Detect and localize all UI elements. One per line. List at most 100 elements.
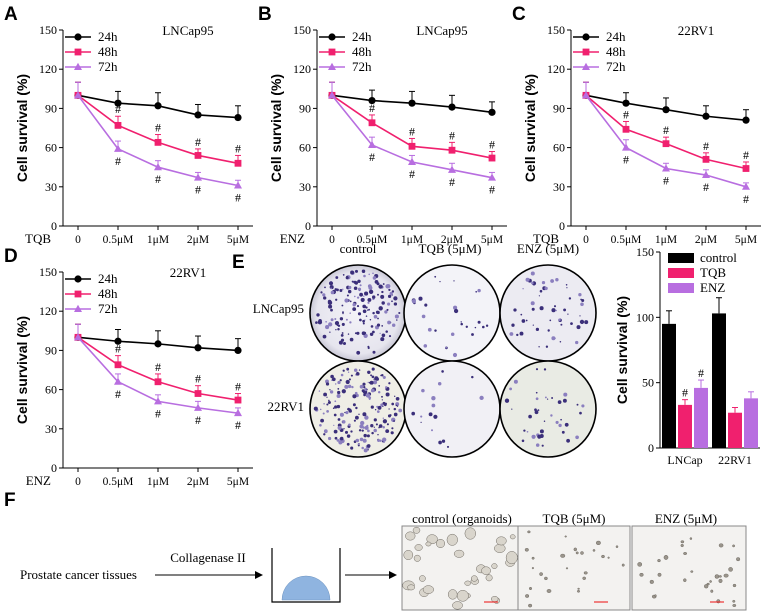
y-tick-label: 150 [636, 245, 654, 259]
x-tick-label: 0.5μM [357, 234, 388, 246]
x-tick-label: 0 [75, 476, 81, 488]
significance-mark: # [369, 101, 375, 115]
bar-ENZ [744, 398, 758, 448]
data-point-72h [234, 408, 242, 417]
x-tick-label: 1μM [401, 234, 423, 246]
data-point-48h [194, 152, 202, 159]
data-point-24h [702, 112, 710, 120]
data-point-72h [194, 173, 202, 181]
micrograph [631, 525, 747, 611]
significance-mark: # [235, 418, 241, 432]
image-label-control-organoids: control (organoids) [412, 511, 512, 526]
data-point-24h [662, 106, 670, 114]
x-tick-label: 5μM [735, 234, 757, 246]
significance-mark: # [623, 107, 629, 121]
legend-label-ENZ: ENZ [700, 280, 725, 295]
significance-mark: # [698, 366, 704, 380]
series-72h: # # # # [74, 323, 242, 432]
y-axis-label: Cell survival (%) [268, 74, 284, 182]
significance-mark: # [195, 372, 201, 386]
x-tick-label: 1μM [147, 476, 169, 488]
y-tick-label: 60 [45, 383, 57, 397]
legend-label: 72h [98, 301, 118, 316]
series-24h [582, 81, 750, 124]
chart-title: 22RV1 [678, 23, 715, 38]
data-point-48h [662, 140, 670, 148]
bar-ENZ [694, 387, 708, 448]
series-72h: # # # # [582, 81, 750, 206]
data-point-24h [622, 99, 630, 107]
colony-dishes-panel: E control TQB (5μM) ENZ (5μM) LNCap95 22… [232, 241, 597, 458]
y-tick-label: 100 [636, 310, 654, 324]
significance-mark: # [155, 360, 161, 374]
data-point-72h [154, 163, 162, 171]
series-48h: # # # # [582, 81, 750, 172]
significance-mark: # [155, 172, 161, 186]
data-point-48h [408, 142, 416, 150]
bar-TQB [728, 412, 742, 448]
treatment-label: TQB [533, 231, 559, 246]
data-point-72h [582, 91, 590, 99]
x-tick-label: 0 [329, 234, 335, 246]
y-tick-label: 0 [305, 219, 311, 233]
significance-mark: # [703, 139, 709, 153]
data-point-24h [488, 108, 496, 116]
data-point-24h [154, 102, 162, 110]
colony-dots [509, 271, 589, 348]
legend-marker [582, 62, 590, 70]
colony-dish [499, 360, 597, 458]
column-label-tqb: TQB (5μM) [419, 241, 482, 256]
data-point-48h [234, 396, 242, 404]
y-axis-label: Cell survival (%) [14, 74, 30, 182]
data-point-48h [114, 121, 122, 129]
y-tick-label: 120 [39, 62, 57, 76]
colony-dots [313, 367, 403, 453]
y-tick-label: 120 [293, 62, 311, 76]
data-point-48h [368, 119, 376, 127]
legend-label: 24h [352, 29, 372, 44]
data-point-72h [114, 144, 122, 152]
significance-mark: # [115, 342, 121, 356]
chart-title: LNCap95 [162, 23, 213, 38]
legend-label: 72h [606, 59, 626, 74]
y-tick-label: 90 [299, 101, 311, 115]
data-point-48h [448, 146, 456, 154]
x-tick-label: 2μM [187, 234, 209, 246]
significance-mark: # [195, 413, 201, 427]
data-point-72h [662, 164, 670, 172]
y-tick-label: 120 [39, 304, 57, 318]
colony-dish [499, 264, 597, 362]
significance-mark: # [623, 153, 629, 167]
data-point-24h [234, 113, 242, 122]
data-point-24h [194, 344, 202, 352]
legend-marker [74, 290, 82, 298]
y-tick-label: 150 [547, 23, 565, 37]
y-tick-label: 30 [553, 180, 565, 194]
colony-dish [403, 360, 501, 458]
digestion-step-label: Collagenase II [170, 550, 245, 565]
organoid-dome [281, 575, 331, 601]
y-tick-label: 30 [299, 180, 311, 194]
data-point-72h [702, 170, 710, 179]
line-chart-c: C 0 30 60 90 120 150 Cell survival (%) 0 0.5μM 1μM… [512, 4, 761, 246]
data-point-48h [154, 138, 162, 146]
line-chart-b: B 0 30 60 90 120 150 Cell survival (%) 0 0.5μM 1μM… [258, 4, 507, 246]
data-point-72h [154, 397, 162, 405]
data-point-24h [154, 340, 162, 348]
legend-marker [328, 62, 336, 70]
data-point-24h [408, 99, 416, 107]
bar-control [712, 313, 726, 448]
panel-label-e: E [232, 252, 245, 273]
category-label: 22RV1 [718, 453, 752, 467]
y-tick-label: 120 [547, 62, 565, 76]
significance-mark: # [369, 150, 375, 164]
category-label: LNCap [667, 453, 702, 467]
legend-marker [328, 33, 336, 41]
x-tick-label: 1μM [147, 234, 169, 246]
data-point-72h [622, 143, 630, 151]
data-point-24h [194, 111, 202, 119]
significance-mark: # [663, 174, 669, 188]
legend-swatch-control [668, 253, 694, 263]
culture-well [271, 548, 341, 603]
